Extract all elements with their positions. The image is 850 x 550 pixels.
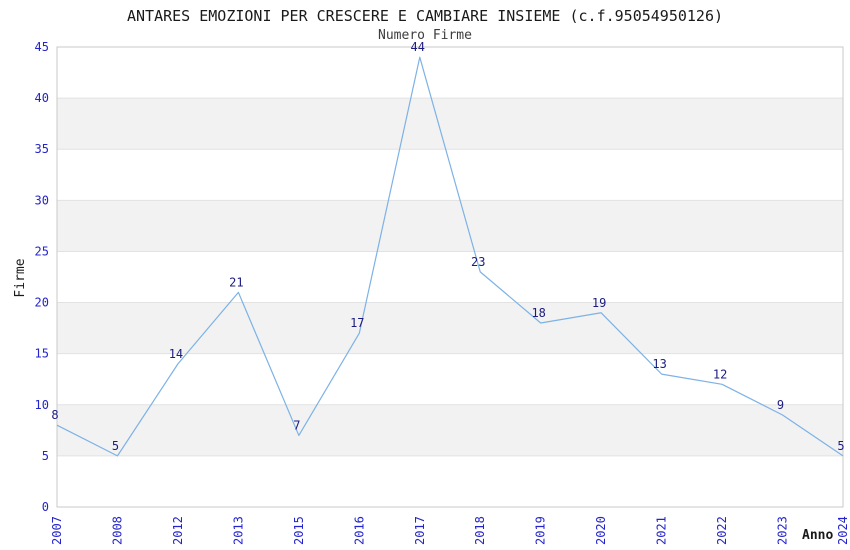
point-value-label: 44 xyxy=(411,40,425,54)
y-tick-label: 0 xyxy=(42,500,49,514)
grid-band xyxy=(57,251,843,303)
x-tick-label: 2008 xyxy=(110,516,124,545)
grid-band xyxy=(57,149,843,201)
point-value-label: 9 xyxy=(777,398,784,412)
point-value-label: 7 xyxy=(293,418,300,432)
x-tick-label: 2020 xyxy=(594,516,608,545)
x-tick-label: 2013 xyxy=(231,516,245,545)
point-value-label: 17 xyxy=(350,316,364,330)
y-tick-label: 5 xyxy=(42,449,49,463)
point-value-label: 8 xyxy=(51,408,58,422)
y-tick-label: 20 xyxy=(35,296,49,310)
point-value-label: 18 xyxy=(531,306,545,320)
x-tick-label: 2018 xyxy=(473,516,487,545)
point-value-label: 5 xyxy=(112,439,119,453)
chart-subtitle: Numero Firme xyxy=(378,28,472,43)
point-value-label: 23 xyxy=(471,255,485,269)
grid-band xyxy=(57,47,843,99)
grid-band xyxy=(57,98,843,150)
point-value-label: 14 xyxy=(169,347,183,361)
point-value-label: 13 xyxy=(652,357,666,371)
x-tick-label: 2021 xyxy=(655,516,669,545)
y-tick-label: 40 xyxy=(35,91,49,105)
y-tick-label: 30 xyxy=(35,193,49,207)
y-tick-label: 10 xyxy=(35,398,49,412)
x-tick-label: 2007 xyxy=(50,516,64,545)
point-value-label: 5 xyxy=(837,439,844,453)
point-value-label: 12 xyxy=(713,367,727,381)
y-tick-label: 45 xyxy=(35,40,49,54)
grid-band xyxy=(57,455,843,507)
grid-band xyxy=(57,404,843,456)
y-tick-label: 35 xyxy=(35,142,49,156)
x-tick-label: 2016 xyxy=(352,516,366,545)
x-tick-label: 2024 xyxy=(836,516,850,545)
plot-frame xyxy=(56,46,844,508)
point-value-label: 21 xyxy=(229,275,243,289)
grid-band xyxy=(57,200,843,252)
x-tick-label: 2015 xyxy=(292,516,306,545)
x-axis-label: Anno xyxy=(802,528,834,543)
grid-band xyxy=(57,302,843,354)
x-tick-label: 2017 xyxy=(413,516,427,545)
point-value-label: 19 xyxy=(592,296,606,310)
chart-title: ANTARES EMOZIONI PER CRESCERE E CAMBIARE… xyxy=(126,7,724,25)
y-tick-label: 15 xyxy=(35,347,49,361)
grid-band xyxy=(57,353,843,405)
x-tick-label: 2022 xyxy=(715,516,729,545)
y-tick-label: 25 xyxy=(35,244,49,258)
x-tick-label: 2012 xyxy=(171,516,185,545)
x-tick-label: 2019 xyxy=(534,516,548,545)
data-line xyxy=(56,56,844,457)
x-tick-label: 2023 xyxy=(776,516,790,545)
